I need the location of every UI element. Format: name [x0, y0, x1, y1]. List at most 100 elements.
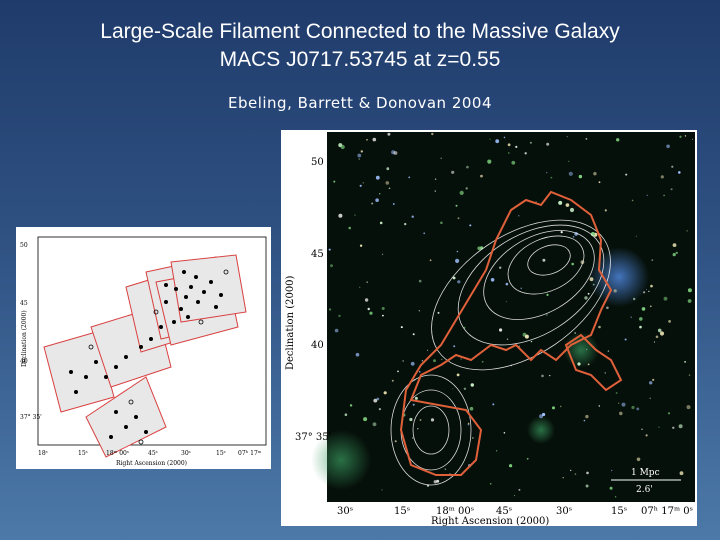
- background-galaxy: [412, 403, 415, 406]
- background-galaxy: [635, 235, 637, 237]
- background-galaxy: [572, 236, 575, 238]
- background-galaxy: [354, 214, 356, 216]
- background-galaxy: [668, 320, 671, 323]
- background-galaxy: [566, 136, 568, 138]
- background-galaxy: [636, 407, 640, 411]
- background-galaxy: [506, 338, 509, 340]
- background-galaxy: [524, 334, 529, 339]
- background-galaxy: [585, 484, 589, 488]
- background-galaxy: [375, 198, 379, 202]
- background-galaxy: [659, 331, 665, 336]
- background-galaxy: [433, 480, 437, 484]
- background-galaxy: [618, 402, 620, 404]
- background-galaxy: [507, 152, 510, 154]
- background-galaxy: [455, 204, 458, 207]
- background-galaxy: [663, 296, 668, 301]
- background-galaxy: [392, 203, 395, 205]
- foreground-galaxy: [527, 416, 555, 444]
- background-galaxy: [359, 184, 362, 187]
- background-galaxy: [671, 165, 674, 168]
- filament-image-plot: 1 Mpc 2.6' 50 45 40 37° 35' 30ˢ 15ˢ 18ᵐ …: [285, 132, 695, 527]
- background-galaxy: [418, 279, 422, 283]
- slide-title: Large-Scale Filament Connected to the Ma…: [0, 18, 720, 74]
- background-galaxy: [636, 457, 641, 462]
- background-galaxy: [670, 188, 673, 191]
- background-galaxy: [457, 217, 460, 220]
- background-galaxy: [589, 277, 594, 282]
- background-galaxy: [372, 422, 377, 427]
- background-galaxy: [621, 402, 626, 407]
- background-galaxy: [366, 139, 368, 141]
- title-line-2: MACS J0717.53745 at z=0.55: [219, 48, 501, 71]
- background-galaxy: [630, 316, 632, 318]
- background-galaxy: [495, 139, 500, 144]
- survey-fields-figure: 50 45 40 37° 35' 18ˢ 15ˢ 18ᵐ 00ˢ 45ˢ 30ˢ…: [16, 227, 271, 469]
- background-galaxy: [646, 194, 648, 196]
- background-galaxy: [383, 391, 387, 395]
- background-galaxy: [606, 306, 609, 310]
- background-galaxy: [489, 138, 491, 140]
- background-galaxy: [609, 486, 613, 490]
- background-galaxy: [584, 296, 588, 300]
- background-galaxy: [453, 345, 456, 348]
- background-galaxy: [499, 266, 502, 269]
- small-x-tick: 07ʰ 17ᵐ: [238, 450, 262, 457]
- background-galaxy: [344, 413, 348, 417]
- background-galaxy: [552, 406, 555, 410]
- background-galaxy: [655, 335, 659, 339]
- background-galaxy: [641, 307, 646, 311]
- background-galaxy: [625, 173, 628, 176]
- background-galaxy: [376, 397, 380, 401]
- background-galaxy: [460, 358, 462, 360]
- background-galaxy: [452, 276, 456, 280]
- background-galaxy: [411, 215, 414, 218]
- background-galaxy: [381, 253, 384, 256]
- background-galaxy: [679, 135, 682, 138]
- background-galaxy: [409, 417, 413, 422]
- background-galaxy: [598, 181, 601, 184]
- background-galaxy: [433, 359, 436, 363]
- background-galaxy: [666, 144, 670, 149]
- background-galaxy: [678, 171, 681, 174]
- background-galaxy: [469, 406, 474, 411]
- background-galaxy: [418, 310, 420, 312]
- background-galaxy: [574, 473, 577, 475]
- background-galaxy: [684, 135, 687, 137]
- background-galaxy: [463, 387, 467, 390]
- background-galaxy: [520, 287, 522, 289]
- background-galaxy: [434, 190, 436, 192]
- background-galaxy: [529, 141, 532, 144]
- background-galaxy: [402, 360, 404, 362]
- background-galaxy: [641, 428, 643, 430]
- background-galaxy: [481, 360, 484, 363]
- background-galaxy: [633, 297, 636, 301]
- background-galaxy: [362, 182, 364, 184]
- small-x-tick: 18ᵐ 00ˢ: [106, 450, 129, 457]
- main-y-label: Declination (2000): [285, 275, 296, 370]
- background-galaxies: [328, 132, 693, 498]
- background-galaxy: [586, 471, 589, 475]
- background-galaxy: [369, 311, 373, 315]
- background-galaxy: [421, 360, 424, 362]
- background-galaxy: [382, 314, 384, 317]
- background-galaxy: [359, 244, 363, 247]
- background-galaxy: [385, 181, 390, 185]
- background-galaxy: [363, 417, 368, 422]
- background-galaxy: [431, 132, 434, 136]
- background-galaxy: [675, 251, 678, 255]
- background-galaxy: [418, 371, 421, 373]
- background-galaxy: [604, 209, 607, 212]
- background-galaxy: [613, 289, 617, 293]
- background-galaxy: [518, 215, 520, 217]
- background-galaxy: [408, 176, 411, 179]
- background-galaxy: [391, 379, 394, 382]
- background-galaxy: [616, 138, 620, 142]
- background-galaxy: [550, 176, 553, 179]
- background-galaxy: [649, 305, 652, 308]
- background-galaxy: [490, 278, 495, 282]
- background-galaxy: [614, 496, 617, 498]
- background-galaxy: [400, 326, 403, 329]
- background-galaxy: [434, 178, 437, 180]
- small-y-tick: 50: [20, 242, 28, 249]
- background-galaxy: [499, 328, 503, 332]
